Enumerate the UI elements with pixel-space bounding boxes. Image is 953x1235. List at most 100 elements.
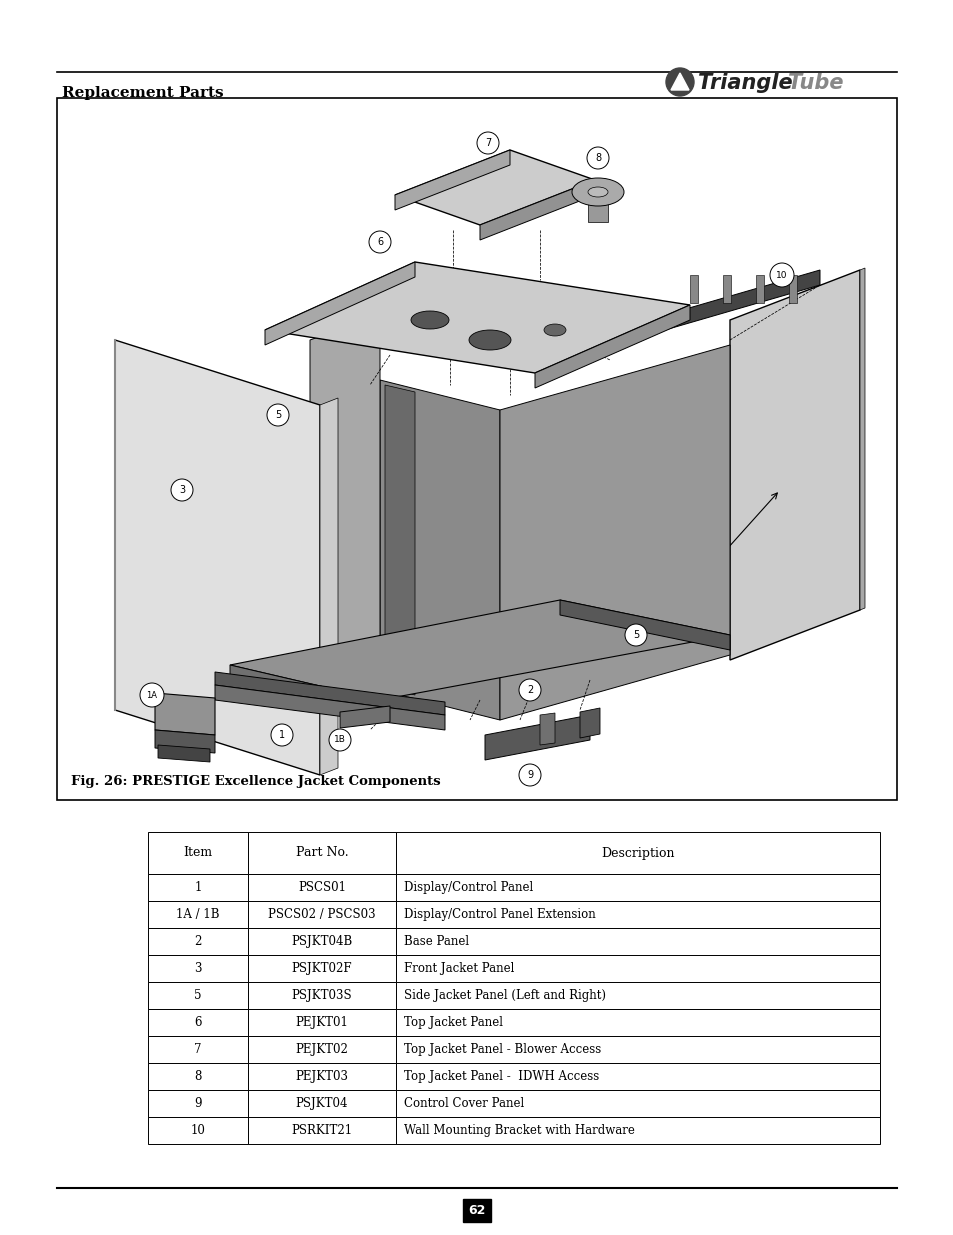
Text: Base Panel: Base Panel bbox=[403, 935, 469, 948]
Bar bbox=[248, 982, 395, 1009]
Polygon shape bbox=[115, 340, 319, 776]
Text: Description: Description bbox=[600, 846, 674, 860]
Polygon shape bbox=[559, 600, 729, 650]
Bar bbox=[148, 832, 248, 874]
Bar bbox=[148, 1036, 248, 1063]
Polygon shape bbox=[214, 685, 444, 730]
Bar bbox=[395, 832, 879, 874]
Circle shape bbox=[518, 679, 540, 701]
Polygon shape bbox=[499, 345, 729, 720]
Bar bbox=[248, 902, 395, 927]
Text: 9: 9 bbox=[526, 769, 533, 781]
Text: Front Jacket Panel: Front Jacket Panel bbox=[403, 962, 514, 974]
Polygon shape bbox=[539, 713, 555, 745]
Bar bbox=[148, 1009, 248, 1036]
Bar bbox=[395, 874, 879, 902]
Text: Replacement Parts: Replacement Parts bbox=[62, 86, 223, 100]
Text: PEJKT01: PEJKT01 bbox=[295, 1016, 348, 1029]
Text: PEJKT03: PEJKT03 bbox=[295, 1070, 348, 1083]
Text: 1: 1 bbox=[194, 881, 201, 894]
Polygon shape bbox=[154, 693, 214, 735]
Text: 5: 5 bbox=[632, 630, 639, 640]
Bar bbox=[148, 902, 248, 927]
Bar bbox=[689, 275, 698, 303]
Text: Tube: Tube bbox=[787, 73, 842, 93]
Circle shape bbox=[329, 729, 351, 751]
Circle shape bbox=[665, 68, 693, 96]
Circle shape bbox=[171, 479, 193, 501]
Bar bbox=[587, 191, 607, 222]
Bar bbox=[722, 275, 730, 303]
Bar bbox=[248, 927, 395, 955]
Bar bbox=[395, 927, 879, 955]
Ellipse shape bbox=[411, 311, 449, 329]
Circle shape bbox=[518, 764, 540, 785]
Text: PEJKT02: PEJKT02 bbox=[295, 1044, 348, 1056]
Text: 3: 3 bbox=[194, 962, 201, 974]
Bar bbox=[395, 1009, 879, 1036]
Bar bbox=[148, 1063, 248, 1091]
Polygon shape bbox=[265, 262, 415, 345]
Text: 9: 9 bbox=[194, 1097, 201, 1110]
Ellipse shape bbox=[469, 330, 511, 350]
Text: 5: 5 bbox=[194, 989, 201, 1002]
Ellipse shape bbox=[572, 178, 623, 206]
Bar bbox=[248, 874, 395, 902]
Circle shape bbox=[586, 147, 608, 169]
Polygon shape bbox=[729, 270, 859, 659]
Text: PSRKIT21: PSRKIT21 bbox=[291, 1124, 353, 1137]
Text: 2: 2 bbox=[194, 935, 201, 948]
Text: Triangle: Triangle bbox=[698, 73, 792, 93]
Polygon shape bbox=[395, 149, 510, 210]
Bar bbox=[148, 1116, 248, 1144]
Circle shape bbox=[624, 624, 646, 646]
Polygon shape bbox=[535, 305, 689, 388]
Text: 8: 8 bbox=[595, 153, 600, 163]
Text: Part No.: Part No. bbox=[295, 846, 348, 860]
Bar bbox=[148, 927, 248, 955]
Polygon shape bbox=[395, 149, 595, 225]
Text: PSJKT03S: PSJKT03S bbox=[292, 989, 352, 1002]
Circle shape bbox=[476, 132, 498, 154]
Text: Side Jacket Panel (Left and Right): Side Jacket Panel (Left and Right) bbox=[403, 989, 605, 1002]
Bar bbox=[57, 98, 896, 800]
Text: 6: 6 bbox=[194, 1016, 201, 1029]
Text: Wall Mounting Bracket with Hardware: Wall Mounting Bracket with Hardware bbox=[403, 1124, 634, 1137]
Bar bbox=[395, 955, 879, 982]
Polygon shape bbox=[385, 385, 415, 695]
Text: 6: 6 bbox=[376, 237, 383, 247]
Text: 8: 8 bbox=[194, 1070, 201, 1083]
Polygon shape bbox=[579, 708, 599, 739]
Polygon shape bbox=[230, 600, 729, 700]
Text: Fig. 26: PRESTIGE Excellence Jacket Components: Fig. 26: PRESTIGE Excellence Jacket Comp… bbox=[71, 776, 440, 788]
Ellipse shape bbox=[543, 324, 565, 336]
Bar bbox=[248, 955, 395, 982]
Text: 5: 5 bbox=[274, 410, 281, 420]
Bar bbox=[148, 955, 248, 982]
Text: 1A / 1B: 1A / 1B bbox=[176, 908, 219, 921]
Text: Top Jacket Panel - Blower Access: Top Jacket Panel - Blower Access bbox=[403, 1044, 600, 1056]
Bar bbox=[148, 1091, 248, 1116]
Polygon shape bbox=[339, 706, 390, 727]
Bar bbox=[395, 982, 879, 1009]
Text: PSJKT04B: PSJKT04B bbox=[291, 935, 353, 948]
Text: 1B: 1B bbox=[334, 736, 346, 745]
Text: PSCS01: PSCS01 bbox=[297, 881, 346, 894]
Text: Display/Control Panel Extension: Display/Control Panel Extension bbox=[403, 908, 595, 921]
Text: 10: 10 bbox=[191, 1124, 205, 1137]
Text: Control Cover Panel: Control Cover Panel bbox=[403, 1097, 524, 1110]
Polygon shape bbox=[214, 672, 444, 715]
Bar bbox=[395, 902, 879, 927]
Circle shape bbox=[267, 404, 289, 426]
Polygon shape bbox=[664, 270, 820, 330]
Polygon shape bbox=[230, 664, 379, 715]
Text: Display/Control Panel: Display/Control Panel bbox=[403, 881, 533, 894]
Polygon shape bbox=[484, 715, 589, 760]
Bar bbox=[248, 1009, 395, 1036]
Polygon shape bbox=[319, 398, 337, 776]
Bar bbox=[395, 1063, 879, 1091]
Text: 10: 10 bbox=[776, 270, 787, 279]
Circle shape bbox=[769, 263, 793, 287]
Circle shape bbox=[369, 231, 391, 253]
Bar bbox=[395, 1116, 879, 1144]
